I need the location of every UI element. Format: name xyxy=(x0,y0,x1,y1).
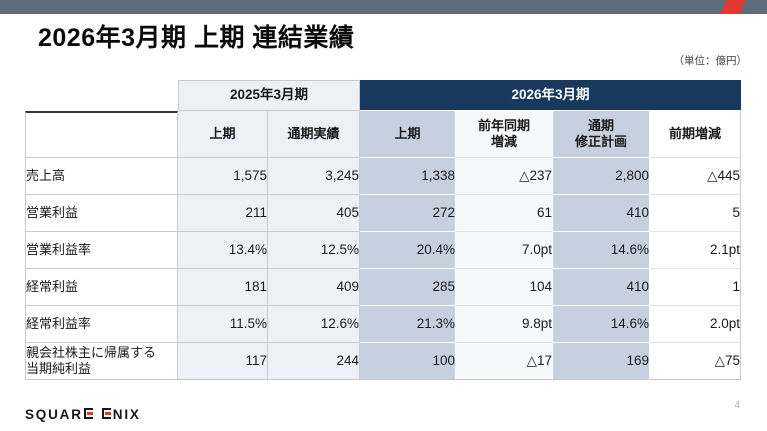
logo-letter-e-icon xyxy=(83,408,93,419)
cell-value: 410 xyxy=(553,269,651,306)
cell-value: 100 xyxy=(360,343,457,380)
table-row: 営業利益 211 405 272 61 410 5 xyxy=(25,195,742,232)
cell-value: 117 xyxy=(178,343,268,380)
column-header-2026-vs-prior: 前期増減 xyxy=(650,111,742,158)
cell-value: 12.6% xyxy=(268,306,361,343)
cell-value: 14.6% xyxy=(553,232,651,269)
table-row: 経常利益率 11.5% 12.6% 21.3% 9.8pt 14.6% 2.0pt xyxy=(25,306,742,343)
top-accent-bar xyxy=(0,0,767,14)
cell-value: 7.0pt xyxy=(456,232,554,269)
cell-value: 14.6% xyxy=(553,306,651,343)
cell-value: 244 xyxy=(268,343,361,380)
cell-value: △17 xyxy=(456,343,554,380)
cell-value: 1,338 xyxy=(360,158,457,195)
cell-value: 20.4% xyxy=(360,232,457,269)
cell-value: 211 xyxy=(178,195,268,232)
column-header-row: 上期 通期実績 上期 前年同期 増減 通期 修正計画 前期増減 xyxy=(25,111,742,158)
row-label: 経常利益 xyxy=(25,269,178,306)
row-label: 営業利益 xyxy=(25,195,178,232)
cell-value: 181 xyxy=(178,269,268,306)
logo-letter-e-icon xyxy=(101,408,111,419)
group-header-row: 2025年3月期 2026年3月期 xyxy=(25,80,742,111)
corner-cell xyxy=(25,80,178,111)
cell-value: 11.5% xyxy=(178,306,268,343)
cell-value: 272 xyxy=(360,195,457,232)
logo-text-part1: SQUAR xyxy=(25,407,83,422)
cell-value: 2.0pt xyxy=(650,306,742,343)
square-enix-logo: SQUAR NIX xyxy=(25,407,141,422)
cell-value: 13.4% xyxy=(178,232,268,269)
cell-value: 405 xyxy=(268,195,361,232)
logo-text-part2: NIX xyxy=(112,407,141,422)
cell-value: 21.3% xyxy=(360,306,457,343)
cell-value: 1 xyxy=(650,269,742,306)
cell-value: 2.1pt xyxy=(650,232,742,269)
cell-value: 9.8pt xyxy=(456,306,554,343)
results-table: 2025年3月期 2026年3月期 上期 通期実績 上期 前年同期 増減 通期 … xyxy=(25,80,742,380)
cell-value: 104 xyxy=(456,269,554,306)
row-label: 売上高 xyxy=(25,158,178,195)
cell-value: 5 xyxy=(650,195,742,232)
cell-value: △237 xyxy=(456,158,554,195)
cell-value: 3,245 xyxy=(268,158,361,195)
page-title: 2026年3月期 上期 連結業績 xyxy=(38,24,355,52)
row-label: 親会社株主に帰属する 当期純利益 xyxy=(25,343,178,380)
column-header-2026-yoy-change: 前年同期 増減 xyxy=(456,111,554,158)
unit-note: （単位：億円） xyxy=(673,55,748,67)
cell-value: 285 xyxy=(360,269,457,306)
cell-value: 2,800 xyxy=(553,158,651,195)
table-row: 営業利益率 13.4% 12.5% 20.4% 7.0pt 14.6% 2.1pt xyxy=(25,232,742,269)
table-row: 経常利益 181 409 285 104 410 1 xyxy=(25,269,742,306)
group-header-fy2026: 2026年3月期 xyxy=(360,80,742,111)
cell-value: 61 xyxy=(456,195,554,232)
table-row: 売上高 1,575 3,245 1,338 △237 2,800 △445 xyxy=(25,158,742,195)
column-header-2025-h1: 上期 xyxy=(178,111,268,158)
table-body: 売上高 1,575 3,245 1,338 △237 2,800 △445 営業利益 211 40… xyxy=(25,158,742,380)
column-header-2026-h1: 上期 xyxy=(360,111,457,158)
group-header-fy2025: 2025年3月期 xyxy=(178,80,361,111)
cell-value: 409 xyxy=(268,269,361,306)
row-label: 営業利益率 xyxy=(25,232,178,269)
column-header-2026-revised-plan: 通期 修正計画 xyxy=(553,111,651,158)
cell-value: 410 xyxy=(553,195,651,232)
row-label: 経常利益率 xyxy=(25,306,178,343)
cell-value: △75 xyxy=(650,343,742,380)
cell-value: 12.5% xyxy=(268,232,361,269)
page-number: 4 xyxy=(734,400,740,411)
cell-value: 1,575 xyxy=(178,158,268,195)
column-header-2025-fullyear: 通期実績 xyxy=(268,111,361,158)
red-slash-accent xyxy=(720,0,746,14)
row-label-header xyxy=(25,111,178,158)
table-row: 親会社株主に帰属する 当期純利益 117 244 100 △17 169 △75 xyxy=(25,343,742,380)
cell-value: 169 xyxy=(553,343,651,380)
cell-value: △445 xyxy=(650,158,742,195)
